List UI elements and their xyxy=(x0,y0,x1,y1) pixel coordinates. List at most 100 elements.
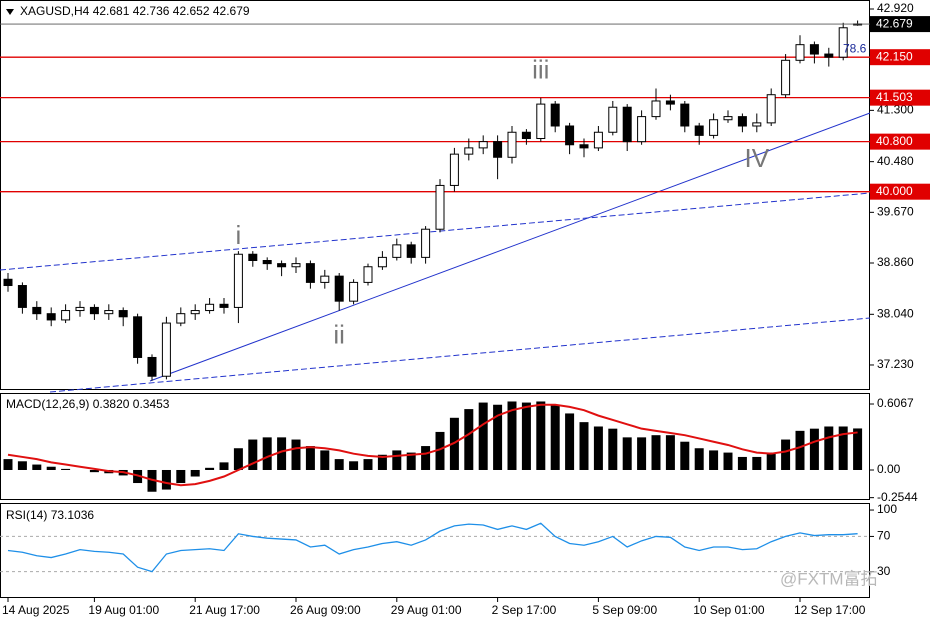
candle-body xyxy=(579,144,589,149)
macd-bar xyxy=(377,454,387,470)
y-tick-label: 30 xyxy=(877,564,891,578)
wave-label: i xyxy=(236,220,242,250)
candle-body xyxy=(651,100,661,118)
macd-bar xyxy=(435,431,445,470)
candle-body xyxy=(723,116,733,121)
trend-line xyxy=(49,317,871,393)
candle-body xyxy=(349,281,359,302)
macd-bar xyxy=(233,448,243,470)
candle-body xyxy=(133,316,143,358)
y-tick-label: 0.00 xyxy=(877,462,901,476)
candle-body xyxy=(565,125,575,146)
macd-bar xyxy=(277,437,287,470)
macd-bar xyxy=(320,450,330,470)
wave-label: iii xyxy=(532,55,549,85)
candle-body xyxy=(507,131,517,158)
candle-body xyxy=(61,310,71,321)
trend-line xyxy=(149,112,871,382)
macd-bar xyxy=(46,466,56,470)
macd-bar xyxy=(161,469,171,490)
fib-label: 78.6 xyxy=(843,41,867,55)
wave-label: ii xyxy=(333,319,345,349)
candle-body xyxy=(89,306,99,315)
macd-bar xyxy=(521,402,531,470)
macd-bar xyxy=(61,468,71,470)
macd-bar xyxy=(478,402,488,470)
candle-body xyxy=(622,106,632,143)
macd-bar xyxy=(349,461,359,470)
candle-body xyxy=(478,141,488,149)
macd-bar xyxy=(493,404,503,470)
macd-bar xyxy=(507,401,517,470)
y-tick-label: 38.040 xyxy=(877,306,914,320)
candle-body xyxy=(75,306,85,312)
candle-body xyxy=(377,256,387,268)
candle-body xyxy=(737,116,747,127)
rsi-panel-border xyxy=(0,503,870,598)
macd-bar xyxy=(665,435,675,470)
chart-header: XAGUSD,H4 42.681 42.736 42.652 42.679 xyxy=(20,4,250,18)
macd-bar xyxy=(421,446,431,470)
macd-bar xyxy=(550,404,560,470)
candle-body xyxy=(665,100,675,105)
macd-bar xyxy=(608,428,618,470)
x-tick-label: 14 Aug 2025 xyxy=(2,603,70,617)
macd-bar xyxy=(205,467,215,470)
macd-bar xyxy=(694,448,704,470)
level-label: 42.150 xyxy=(876,49,913,63)
macd-bar xyxy=(637,437,647,470)
macd-bar xyxy=(838,426,848,470)
candle-body xyxy=(277,263,287,268)
candle-body xyxy=(637,116,647,143)
macd-bar xyxy=(176,469,186,484)
x-tick-label: 19 Aug 01:00 xyxy=(88,603,159,617)
macd-bar xyxy=(579,422,589,470)
candle-body xyxy=(190,310,200,315)
macd-bar xyxy=(781,439,791,470)
y-tick-label: -0.2544 xyxy=(877,490,918,504)
level-box xyxy=(870,49,930,66)
rsi-header: RSI(14) 73.1036 xyxy=(6,508,94,522)
level-box xyxy=(870,89,930,106)
candle-body xyxy=(118,310,128,318)
x-tick-label: 2 Sep 17:00 xyxy=(492,603,557,617)
macd-bar xyxy=(766,452,776,470)
macd-bar xyxy=(709,450,719,470)
candle-body xyxy=(608,106,618,133)
macd-bar xyxy=(464,409,474,470)
candle-body xyxy=(593,131,603,149)
macd-bar xyxy=(3,459,13,470)
candle-body xyxy=(291,263,301,268)
candle-body xyxy=(809,44,819,55)
macd-bar xyxy=(392,450,402,470)
candle-body xyxy=(147,356,157,377)
candle-body xyxy=(464,147,474,155)
x-tick-label: 10 Sep 01:00 xyxy=(693,603,765,617)
candle-body xyxy=(824,53,834,58)
candle-body xyxy=(320,275,330,283)
x-tick-label: 21 Aug 17:00 xyxy=(189,603,260,617)
candle-body xyxy=(766,94,776,124)
candle-body xyxy=(305,263,315,283)
level-box xyxy=(870,183,930,200)
candle-body xyxy=(536,103,546,140)
main-panel-border xyxy=(0,0,870,390)
candle-body xyxy=(248,253,258,262)
level-box xyxy=(870,133,930,150)
trend-line xyxy=(0,192,871,271)
y-tick-label: 41.300 xyxy=(877,103,914,117)
candle-body xyxy=(421,228,431,258)
macd-bar xyxy=(305,446,315,470)
macd-bar xyxy=(752,456,762,470)
candle-body xyxy=(176,313,186,324)
candle-body xyxy=(752,122,762,127)
macd-bar xyxy=(593,426,603,470)
level-label: 40.000 xyxy=(876,184,913,198)
macd-bar xyxy=(89,469,99,473)
candle-body xyxy=(3,278,13,287)
x-tick-label: 5 Sep 09:00 xyxy=(592,603,657,617)
macd-bar xyxy=(291,439,301,470)
macd-bar xyxy=(262,437,272,470)
collapse-arrow xyxy=(6,9,14,15)
y-tick-label: 0.6067 xyxy=(877,396,914,410)
